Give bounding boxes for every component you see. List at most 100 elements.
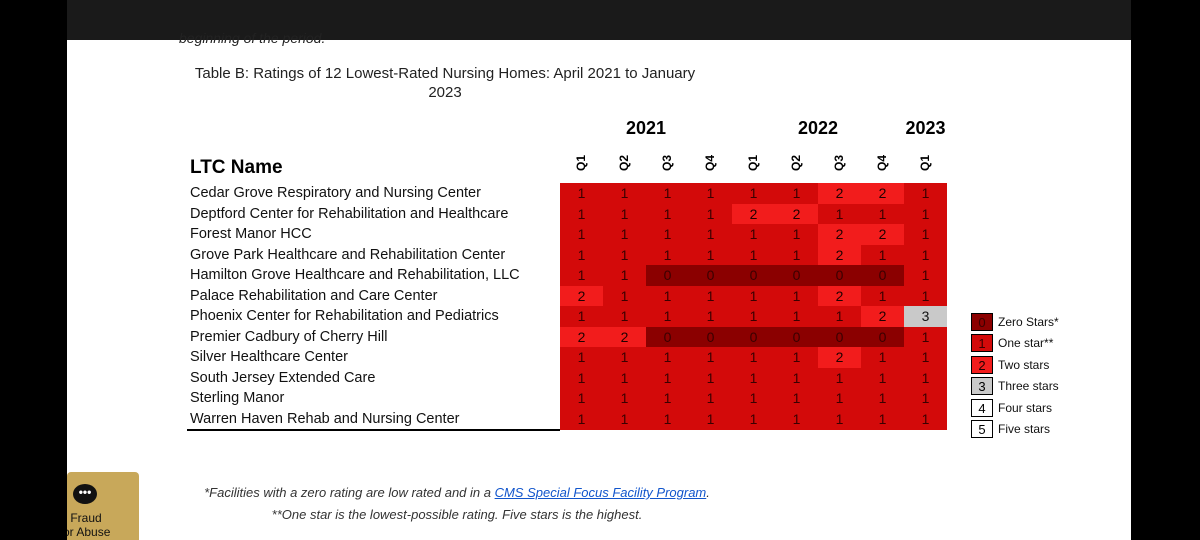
rating-cell: 1 (775, 347, 818, 368)
rating-cell: 1 (904, 347, 947, 368)
rating-cell: 1 (689, 367, 732, 388)
rating-cell: 1 (861, 388, 904, 409)
rating-cell: 0 (689, 326, 732, 347)
rating-cell: 1 (904, 408, 947, 430)
rating-cell: 1 (775, 224, 818, 245)
rating-cell: 1 (904, 244, 947, 265)
quarter-header: Q2 (775, 143, 818, 183)
report-fraud-button[interactable]: ••• ort Fraud e or Abuse (67, 472, 139, 540)
legend-swatch: 4 (971, 398, 993, 417)
rating-cell: 0 (775, 326, 818, 347)
facility-name: Forest Manor HCC (190, 226, 312, 243)
rating-cell: 1 (646, 347, 689, 368)
legend-item: 2 Two stars (971, 354, 1059, 376)
legend-label: Three stars (998, 379, 1059, 394)
rating-cell: 1 (603, 183, 646, 204)
rating-cell: 2 (560, 326, 603, 347)
quarter-label: Q2 (789, 154, 804, 172)
rating-cell: 1 (646, 183, 689, 204)
table-row: Phoenix Center for Rehabilitation and Pe… (187, 306, 947, 327)
footnote-one-star: **One star is the lowest-possible rating… (271, 507, 643, 522)
facility-name: Silver Healthcare Center (190, 349, 348, 366)
rating-cell: 1 (732, 347, 775, 368)
facility-name: Hamilton Grove Healthcare and Rehabilita… (190, 267, 520, 284)
rating-cell: 1 (775, 244, 818, 265)
quarter-header: Q3 (646, 143, 689, 183)
rating-cell: 1 (603, 367, 646, 388)
legend-label: Two stars (998, 357, 1050, 372)
rating-cell: 1 (732, 224, 775, 245)
rating-cell: 1 (689, 183, 732, 204)
rating-cell: 2 (818, 285, 861, 306)
rating-cell: 2 (603, 326, 646, 347)
rating-cell: 1 (775, 367, 818, 388)
top-toolbar (67, 0, 1131, 40)
rating-cell: 1 (904, 265, 947, 286)
rating-cell: 1 (560, 388, 603, 409)
legend-label: Four stars (998, 400, 1053, 415)
ratings-body: Cedar Grove Respiratory and Nursing Cent… (187, 183, 947, 431)
legend-item: 1 One star** (971, 333, 1059, 355)
rating-cell: 1 (646, 244, 689, 265)
legend-swatch: 5 (971, 420, 993, 439)
facility-name: Premier Cadbury of Cherry Hill (190, 328, 388, 345)
quarter-header: Q1 (560, 143, 603, 183)
rating-cell: 1 (818, 367, 861, 388)
quarter-label: Q4 (703, 154, 718, 172)
ratings-table: LTC Name 2021 2022 2023 Q1 Q2 Q3 Q4 Q1 Q2 Q3 Q4… (187, 113, 947, 431)
rating-cell: 1 (560, 203, 603, 224)
rating-cell: 1 (689, 244, 732, 265)
rating-cell: 2 (732, 203, 775, 224)
rating-cell: 1 (603, 388, 646, 409)
rating-cell: 2 (861, 183, 904, 204)
quarter-header: Q3 (818, 143, 861, 183)
rating-cell: 1 (904, 224, 947, 245)
document-page: beginning of the period. Table B: Rating… (67, 0, 1131, 540)
footnote-text: *Facilities with a zero rating are low r… (204, 485, 495, 500)
rating-cell: 1 (603, 285, 646, 306)
quarter-header: Q2 (603, 143, 646, 183)
rating-cell: 1 (861, 244, 904, 265)
ltc-name-header: LTC Name (190, 157, 283, 178)
quarter-label: Q1 (574, 154, 589, 172)
rating-cell: 2 (775, 203, 818, 224)
table-row: Forest Manor HCC 1 1 1 1 1 1 2 2 1 (187, 224, 947, 245)
footnote-zero-rating: *Facilities with a zero rating are low r… (187, 482, 727, 504)
facility-name: Palace Rehabilitation and Care Center (190, 287, 438, 304)
rating-cell: 1 (603, 306, 646, 327)
cut-off-text: beginning of the period. (179, 30, 326, 46)
rating-cell: 1 (732, 367, 775, 388)
rating-cell: 1 (775, 388, 818, 409)
rating-cell: 2 (818, 244, 861, 265)
rating-cell: 1 (818, 203, 861, 224)
rating-cell: 1 (861, 367, 904, 388)
facility-name: Warren Haven Rehab and Nursing Center (187, 408, 560, 431)
rating-cell: 1 (689, 408, 732, 430)
table-title: Table B: Ratings of 12 Lowest-Rated Nurs… (194, 65, 696, 101)
rating-cell: 2 (818, 224, 861, 245)
table-row: Cedar Grove Respiratory and Nursing Cent… (187, 183, 947, 204)
rating-cell: 1 (904, 183, 947, 204)
rating-cell: 1 (646, 203, 689, 224)
chat-bubble-icon: ••• (73, 484, 97, 504)
rating-cell: 0 (646, 326, 689, 347)
cms-sff-link[interactable]: CMS Special Focus Facility Program (494, 485, 707, 500)
rating-cell: 1 (689, 285, 732, 306)
rating-cell: 0 (689, 265, 732, 286)
rating-cell: 1 (689, 347, 732, 368)
quarter-label: Q1 (918, 154, 933, 172)
legend-item: 0 Zero Stars* (971, 311, 1059, 333)
facility-name: Deptford Center for Rehabilitation and H… (190, 205, 509, 222)
facility-name: Phoenix Center for Rehabilitation and Pe… (190, 308, 499, 325)
rating-cell: 1 (646, 285, 689, 306)
rating-cell: 0 (861, 326, 904, 347)
legend-item: 4 Four stars (971, 397, 1059, 419)
rating-cell: 1 (861, 347, 904, 368)
rating-cell: 1 (603, 224, 646, 245)
rating-cell: 2 (560, 285, 603, 306)
rating-cell: 0 (732, 326, 775, 347)
rating-cell: 1 (646, 388, 689, 409)
year-2023: 2023 (905, 117, 946, 138)
table-row: Palace Rehabilitation and Care Center 2 1 1… (187, 285, 947, 306)
rating-cell: 3 (904, 306, 947, 327)
